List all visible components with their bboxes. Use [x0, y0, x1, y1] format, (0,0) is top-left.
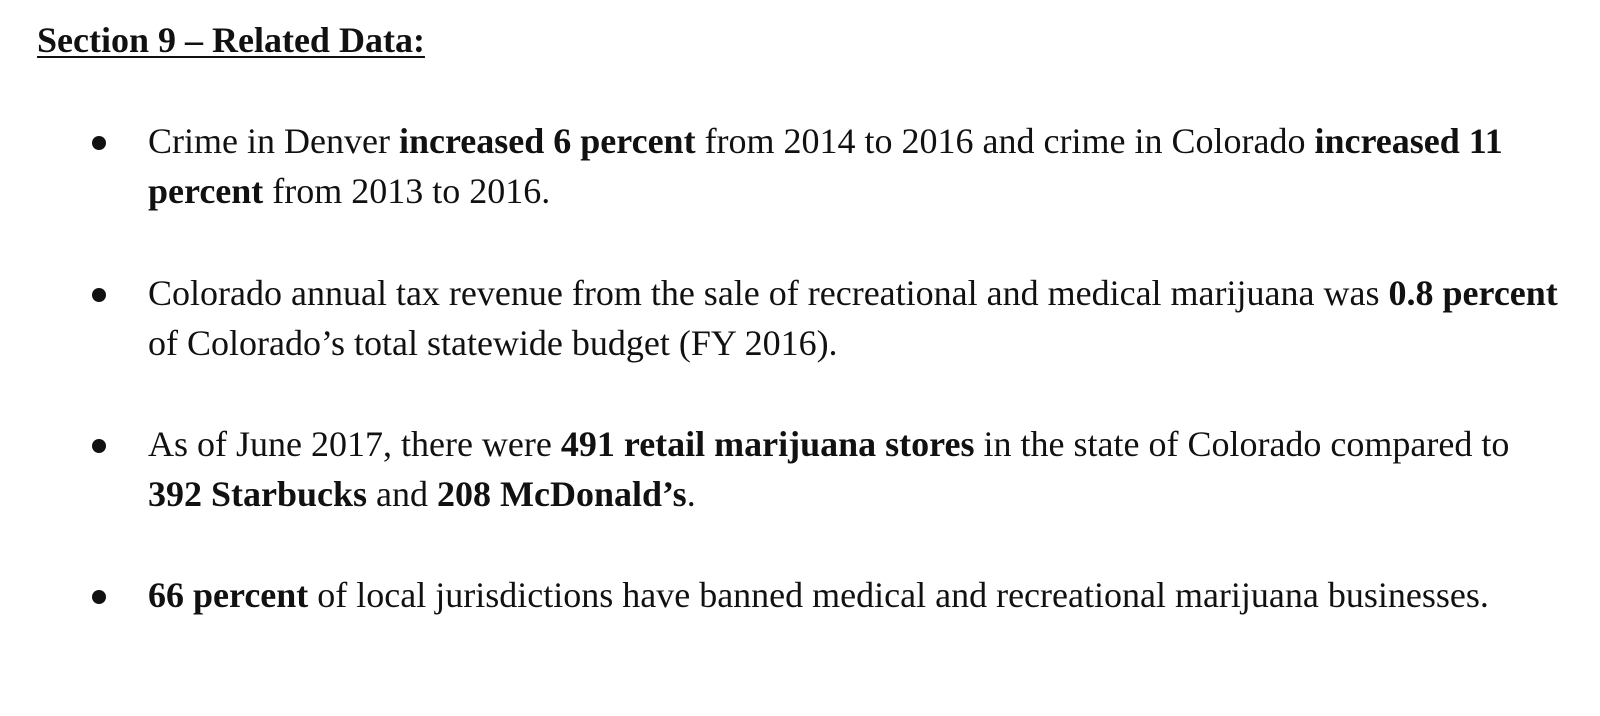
section-heading: Section 9 – Related Data:	[37, 20, 425, 60]
bullet-text: Colorado annual tax revenue from the sal…	[148, 268, 1568, 368]
bold-text-run: increased 11 percent	[148, 121, 1503, 211]
bullet-text: As of June 2017, there were 491 retail m…	[148, 419, 1568, 519]
bold-text-run: 66 percent	[148, 575, 309, 615]
text-run: Colorado annual tax revenue from the sal…	[148, 273, 1389, 313]
text-run: from 2014 to 2016 and crime in Colorado	[695, 121, 1315, 161]
text-run: from 2013 to 2016.	[263, 171, 551, 211]
bullet-text: 66 percent of local jurisdictions have b…	[148, 570, 1568, 620]
bullet-text: Crime in Denver increased 6 percent from…	[148, 116, 1568, 216]
bullet-dot-icon	[92, 136, 106, 150]
text-run: and	[367, 474, 438, 514]
text-run: of local jurisdictions have banned medic…	[308, 575, 1489, 615]
bullet-dot-icon	[92, 439, 106, 453]
bold-text-run: 0.8 percent	[1388, 273, 1558, 313]
text-run: of Colorado’s total statewide budget (FY…	[148, 323, 838, 363]
bold-text-run: 208 McDonald’s	[437, 474, 687, 514]
bullet-dot-icon	[92, 590, 106, 604]
bold-text-run: increased 6 percent	[398, 121, 696, 161]
text-run: .	[686, 474, 696, 514]
text-run: Crime in Denver	[148, 121, 399, 161]
bold-text-run: 491 retail marijuana stores	[560, 424, 975, 464]
text-run: in the state of Colorado compared to	[974, 424, 1510, 464]
bullet-dot-icon	[92, 288, 106, 302]
bold-text-run: 392 Starbucks	[148, 474, 368, 514]
text-run: As of June 2017, there were	[148, 424, 561, 464]
